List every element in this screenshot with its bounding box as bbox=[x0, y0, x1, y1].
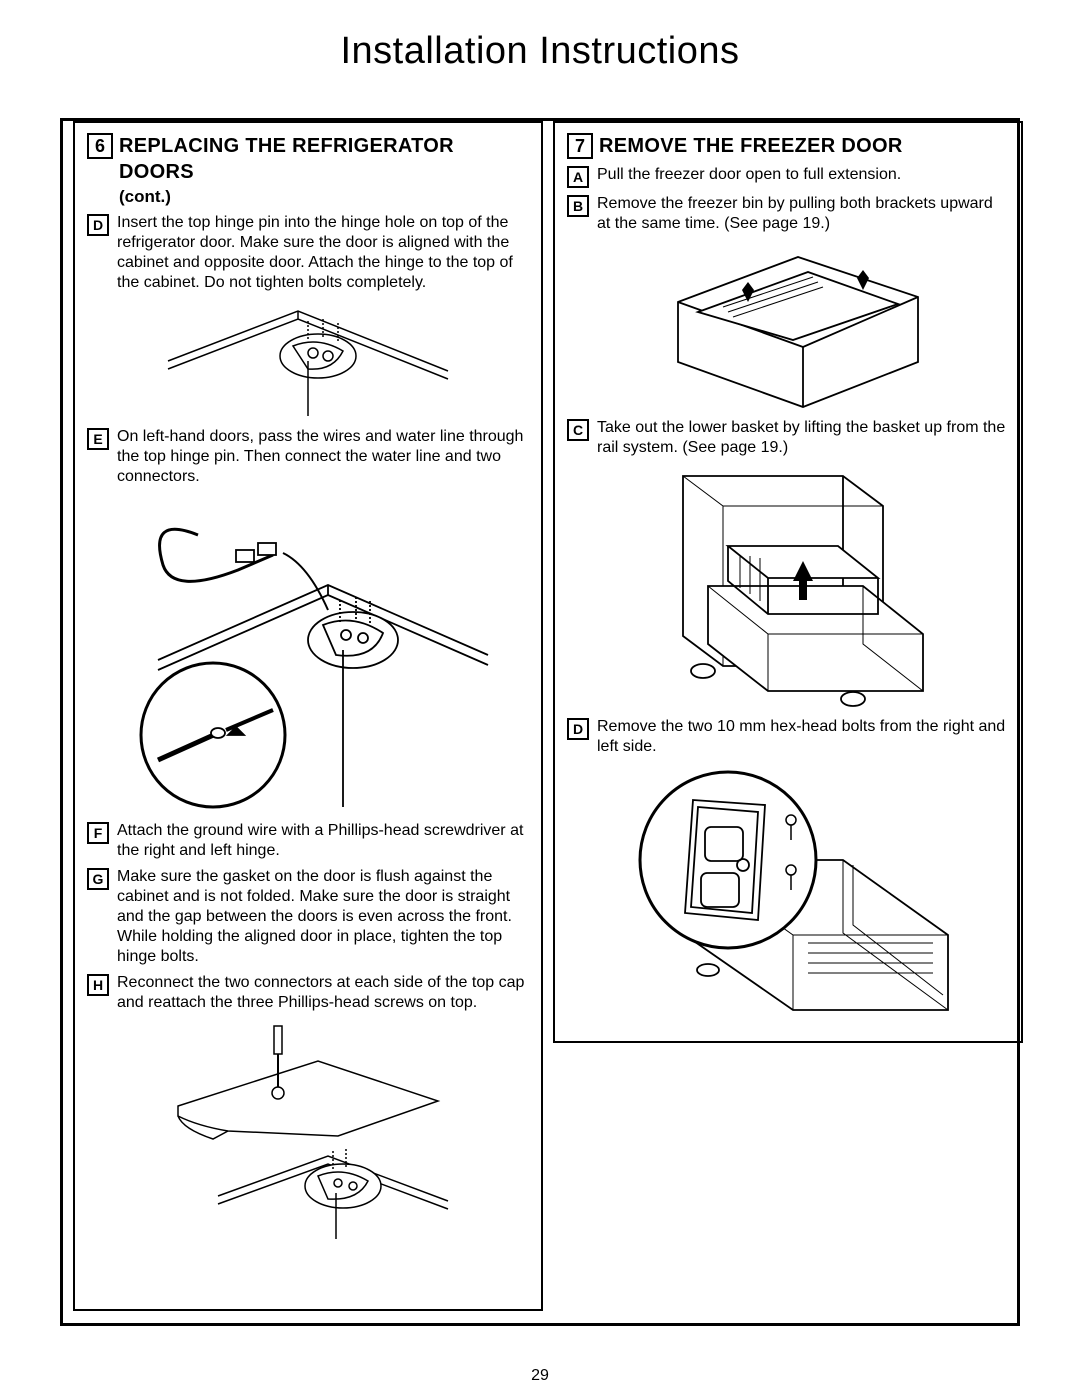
letter-box: G bbox=[87, 868, 109, 890]
step-number-box: 7 bbox=[567, 133, 593, 159]
figure-wires-connectors bbox=[118, 495, 498, 815]
letter-box: A bbox=[567, 166, 589, 188]
content-frame: 6 REPLACING THE REFRIGERATOR DOORS (cont… bbox=[60, 118, 1020, 1326]
substep-D: D Insert the top hinge pin into the hing… bbox=[87, 213, 529, 293]
section-7: 7 REMOVE THE FREEZER DOOR A Pull the fre… bbox=[553, 121, 1023, 1043]
substep-C: C Take out the lower basket by lifting t… bbox=[567, 418, 1009, 458]
substep-F: F Attach the ground wire with a Phillips… bbox=[87, 821, 529, 861]
step-title: REMOVE THE FREEZER DOOR bbox=[599, 133, 903, 159]
letter-box: D bbox=[87, 214, 109, 236]
substep-E: E On left-hand doors, pass the wires and… bbox=[87, 427, 529, 487]
step-title: REPLACING THE REFRIGERATOR DOORS bbox=[119, 133, 529, 185]
figure-hex-bolts bbox=[593, 765, 983, 1045]
substep-text: Pull the freezer door open to full exten… bbox=[597, 165, 901, 185]
figure-lower-basket bbox=[628, 466, 948, 711]
cont-label: (cont.) bbox=[119, 187, 529, 207]
substep-D: D Remove the two 10 mm hex-head bolts fr… bbox=[567, 717, 1009, 757]
substep-H: H Reconnect the two connectors at each s… bbox=[87, 973, 529, 1013]
substep-text: Make sure the gasket on the door is flus… bbox=[117, 867, 529, 967]
letter-box: B bbox=[567, 195, 589, 217]
substep-text: Take out the lower basket by lifting the… bbox=[597, 418, 1009, 458]
substep-text: On left-hand doors, pass the wires and w… bbox=[117, 427, 529, 487]
substep-B: B Remove the freezer bin by pulling both… bbox=[567, 194, 1009, 234]
figure-hinge-pin bbox=[158, 301, 458, 421]
left-column: 6 REPLACING THE REFRIGERATOR DOORS (cont… bbox=[73, 121, 543, 1316]
substep-text: Insert the top hinge pin into the hinge … bbox=[117, 213, 529, 293]
substep-text: Attach the ground wire with a Phillips-h… bbox=[117, 821, 529, 861]
substep-G: G Make sure the gasket on the door is fl… bbox=[87, 867, 529, 967]
figure-screwdriver-top bbox=[158, 1021, 458, 1241]
letter-box: F bbox=[87, 822, 109, 844]
figure-freezer-bin bbox=[638, 242, 938, 412]
section-6-header: 6 REPLACING THE REFRIGERATOR DOORS bbox=[87, 133, 529, 185]
substep-text: Remove the freezer bin by pulling both b… bbox=[597, 194, 1009, 234]
substep-A: A Pull the freezer door open to full ext… bbox=[567, 165, 1009, 188]
substep-text: Remove the two 10 mm hex-head bolts from… bbox=[597, 717, 1009, 757]
substep-text: Reconnect the two connectors at each sid… bbox=[117, 973, 529, 1013]
right-column: 7 REMOVE THE FREEZER DOOR A Pull the fre… bbox=[553, 121, 1023, 1043]
letter-box: E bbox=[87, 428, 109, 450]
letter-box: H bbox=[87, 974, 109, 996]
section-7-header: 7 REMOVE THE FREEZER DOOR bbox=[567, 133, 1009, 159]
letter-box: D bbox=[567, 718, 589, 740]
letter-box: C bbox=[567, 419, 589, 441]
page-title: Installation Instructions bbox=[0, 0, 1080, 73]
step-number-box: 6 bbox=[87, 133, 113, 159]
section-6: 6 REPLACING THE REFRIGERATOR DOORS (cont… bbox=[73, 121, 543, 1311]
page-number: 29 bbox=[0, 1367, 1080, 1385]
